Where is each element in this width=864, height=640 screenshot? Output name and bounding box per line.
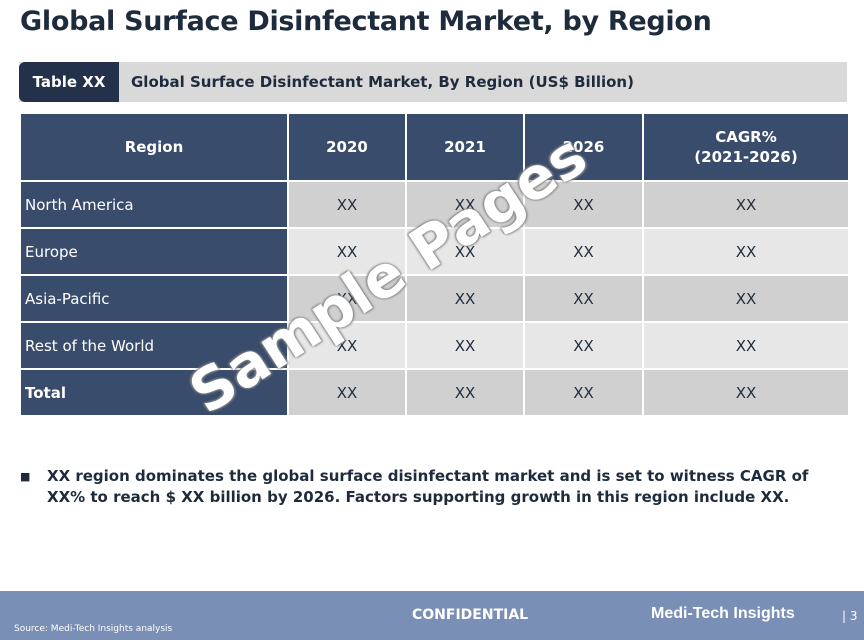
cell-2026: XX [523, 321, 644, 370]
summary-text: XX region dominates the global surface d… [47, 467, 809, 506]
cell-2020: XX [287, 180, 407, 229]
table-total-row: Total XX XX XX XX [19, 368, 850, 417]
header-region: Region [19, 112, 289, 182]
cell-2020: XX [287, 368, 407, 417]
cell-2021: XX [405, 227, 525, 276]
table-caption-bar: Table XX Global Surface Disinfectant Mar… [19, 62, 847, 102]
table-tag: Table XX [19, 62, 119, 102]
cell-cagr: XX [642, 180, 850, 229]
header-2021: 2021 [405, 112, 525, 182]
table-row: North America XX XX XX XX [19, 180, 850, 229]
cell-2021: XX [405, 180, 525, 229]
row-region-label: Asia-Pacific [19, 274, 289, 323]
row-region-label: Rest of the World [19, 321, 289, 370]
summary-bullet: ■ XX region dominates the global surface… [20, 466, 840, 508]
region-market-table: Region 2020 2021 2026 CAGR% (2021-2026) … [19, 112, 850, 417]
table-row: Europe XX XX XX XX [19, 227, 850, 276]
cell-2021: XX [405, 321, 525, 370]
table-row: Rest of the World XX XX XX XX [19, 321, 850, 370]
table-row: Asia-Pacific XX XX XX XX [19, 274, 850, 323]
cell-cagr: XX [642, 274, 850, 323]
cell-cagr: XX [642, 321, 850, 370]
table-header-row: Region 2020 2021 2026 CAGR% (2021-2026) [19, 112, 850, 182]
footer-source: Source: Medi-Tech Insights analysis [14, 624, 173, 634]
row-total-label: Total [19, 368, 289, 417]
cell-cagr: XX [642, 227, 850, 276]
cell-cagr: XX [642, 368, 850, 417]
cell-2026: XX [523, 180, 644, 229]
row-region-label: Europe [19, 227, 289, 276]
cell-2021: XX [405, 274, 525, 323]
cell-2020: XX [287, 227, 407, 276]
page-title: Global Surface Disinfectant Market, by R… [20, 6, 712, 37]
footer-confidential: CONFIDENTIAL [412, 607, 529, 623]
table-caption: Global Surface Disinfectant Market, By R… [131, 73, 634, 91]
cell-2026: XX [523, 368, 644, 417]
cell-2020: XX [287, 274, 407, 323]
page-number: | 3 [842, 609, 858, 623]
footer-bar: Source: Medi-Tech Insights analysis CONF… [0, 591, 864, 640]
cell-2026: XX [523, 274, 644, 323]
header-2020: 2020 [287, 112, 407, 182]
row-region-label: North America [19, 180, 289, 229]
cell-2020: XX [287, 321, 407, 370]
bullet-square-icon: ■ [20, 470, 31, 483]
cell-2021: XX [405, 368, 525, 417]
header-2026: 2026 [523, 112, 644, 182]
header-cagr: CAGR% (2021-2026) [642, 112, 850, 182]
cell-2026: XX [523, 227, 644, 276]
brand-logo: Medi-Tech Insights [651, 605, 795, 622]
